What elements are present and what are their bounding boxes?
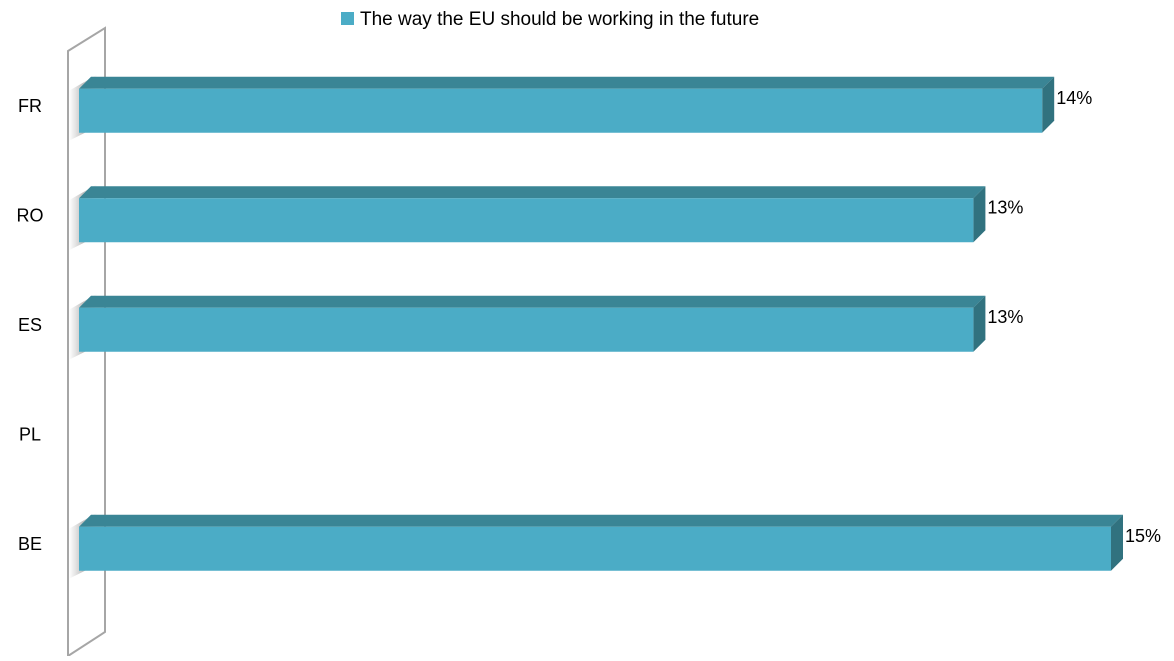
category-label-fr: FR	[18, 96, 42, 116]
bar-front-face	[79, 198, 973, 242]
category-label-es: ES	[18, 315, 42, 335]
bar-front-face	[79, 308, 973, 352]
category-label-ro: RO	[17, 205, 44, 225]
value-labels: 14% 13% 13% 15%	[987, 88, 1161, 546]
value-label-es: 13%	[987, 307, 1023, 327]
category-label-be: BE	[18, 534, 42, 554]
bar-top-face	[79, 296, 985, 308]
value-label-be: 15%	[1125, 526, 1161, 546]
bar-front-face	[79, 89, 1042, 133]
legend-label: The way the EU should be working in the …	[360, 9, 759, 30]
bar-front-face	[79, 527, 1111, 571]
bar-top-face	[79, 186, 985, 198]
bar-es	[79, 296, 985, 352]
bar-ro	[79, 186, 985, 242]
bar-fr	[79, 77, 1054, 133]
category-label-pl: PL	[19, 424, 41, 444]
bar-be	[79, 515, 1123, 571]
bars	[79, 77, 1123, 571]
category-labels: FR RO ES PL BE	[17, 96, 44, 554]
bar-top-face	[79, 77, 1054, 89]
value-label-ro: 13%	[987, 197, 1023, 217]
legend: The way the EU should be working in the …	[341, 9, 759, 30]
value-label-fr: 14%	[1056, 88, 1092, 108]
bar-top-face	[79, 515, 1123, 527]
legend-swatch	[341, 12, 354, 25]
